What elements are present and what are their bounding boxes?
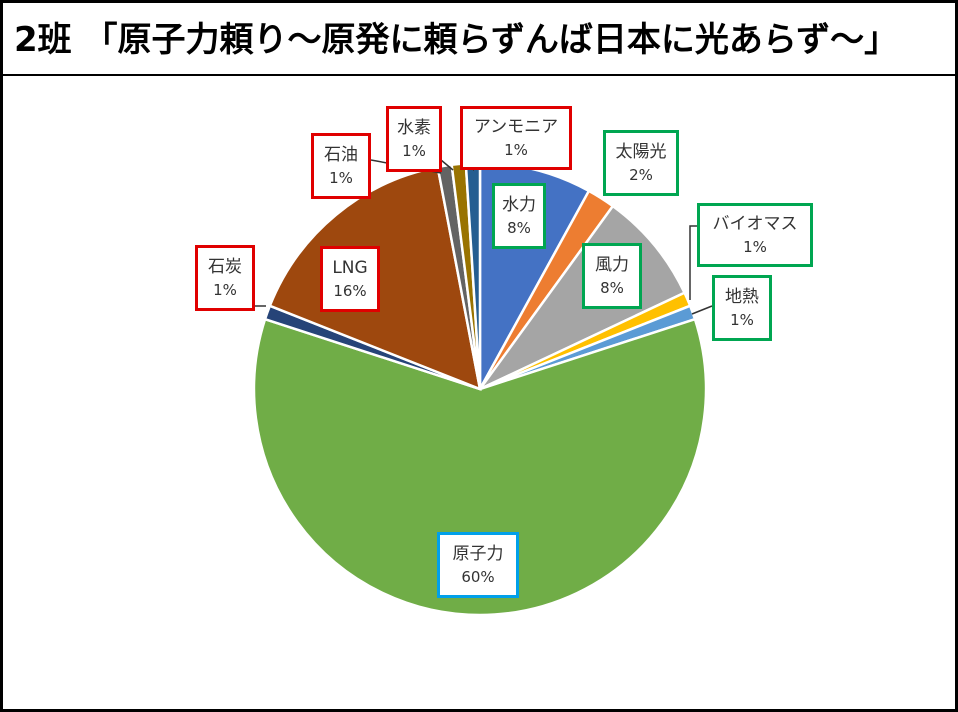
data-label-name: バイオマス: [712, 214, 798, 234]
data-label-box: LNG 16%: [320, 246, 380, 312]
data-label-box: 水力 8%: [492, 183, 546, 249]
data-label-name: LNG: [332, 258, 368, 278]
data-label-box: 原子力 60%: [437, 532, 519, 598]
data-label-name: 原子力: [452, 544, 504, 564]
data-label-percent: 1%: [730, 311, 754, 329]
data-label-percent: 60%: [461, 568, 495, 586]
data-label-box: 水素 1%: [386, 106, 442, 172]
data-label-name: 地熱: [725, 287, 759, 307]
data-label-box: 石油 1%: [311, 133, 371, 199]
data-label-box: 太陽光 2%: [603, 130, 679, 196]
data-label-box: 風力 8%: [582, 243, 642, 309]
data-label-name: 石油: [324, 145, 358, 165]
data-label-percent: 1%: [213, 281, 237, 299]
data-label-name: 風力: [595, 255, 629, 275]
data-label-name: 水素: [397, 118, 431, 138]
data-label-percent: 1%: [402, 142, 426, 160]
data-label-percent: 8%: [600, 279, 624, 297]
leader-line-3: [689, 225, 697, 300]
data-label-box: バイオマス 1%: [697, 203, 813, 267]
data-label-name: 水力: [502, 195, 536, 215]
title-divider: [0, 74, 955, 76]
data-label-percent: 2%: [629, 166, 653, 184]
leader-line-4: [691, 305, 713, 315]
page-title: 2班 「原子力頼り～原発に頼らずんば日本に光あらず～」: [14, 20, 899, 60]
data-label-percent: 1%: [329, 169, 353, 187]
data-label-name: アンモニア: [473, 117, 559, 137]
data-label-box: 地熱 1%: [712, 275, 772, 341]
data-label-name: 石炭: [208, 257, 242, 277]
data-label-percent: 16%: [333, 282, 367, 300]
data-label-percent: 1%: [504, 141, 528, 159]
data-label-percent: 8%: [507, 219, 531, 237]
leader-line-9: [440, 159, 454, 171]
pie-slice-6: [252, 317, 708, 617]
data-label-box: 石炭 1%: [195, 245, 255, 311]
data-label-percent: 1%: [743, 238, 767, 256]
data-label-box: アンモニア 1%: [460, 106, 572, 170]
data-label-name: 太陽光: [615, 142, 667, 162]
